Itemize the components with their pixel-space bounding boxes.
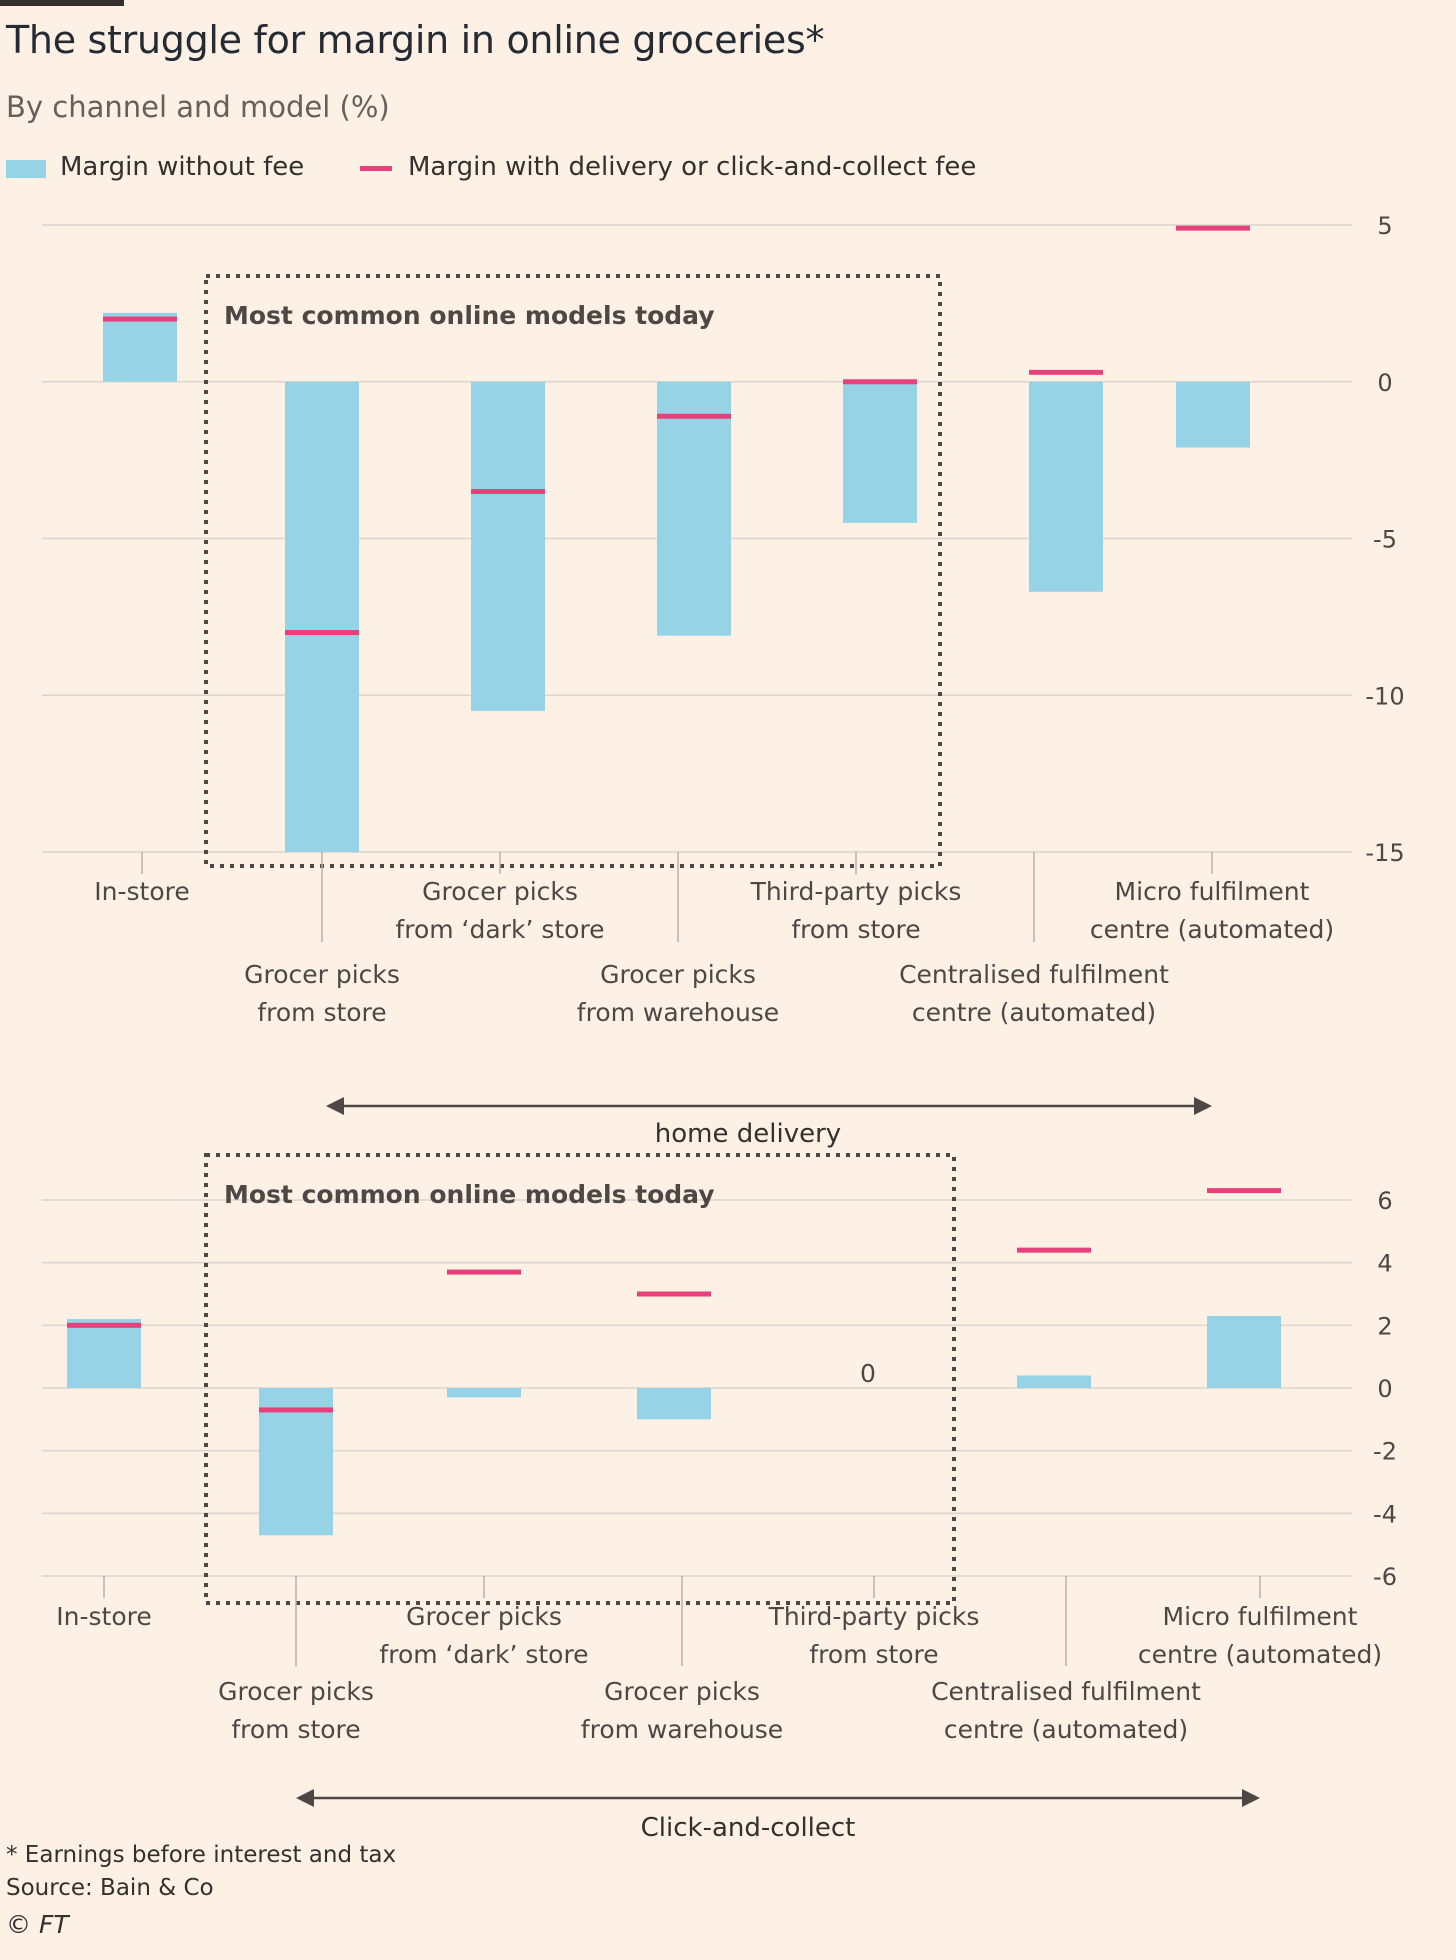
y-tick-label: 0: [1377, 1375, 1392, 1403]
y-tick-label: 2: [1377, 1312, 1392, 1340]
y-tick-label: 4: [1377, 1250, 1392, 1278]
category-label: from store: [257, 998, 386, 1027]
bar-margin-without-fee: [657, 381, 731, 636]
category-label: Grocer picks: [218, 1677, 374, 1706]
marker-margin-with-fee: [637, 1291, 711, 1297]
category-label: In-store: [56, 1602, 151, 1631]
marker-margin-with-fee: [471, 488, 545, 494]
ft-top-rule: [0, 0, 124, 6]
common-models-box: [204, 1153, 956, 1605]
marker-margin-with-fee: [447, 1269, 521, 1275]
bar-margin-without-fee: [259, 1388, 333, 1536]
common-models-box-label: Most common online models today: [224, 1180, 715, 1209]
category-label: Centralised fulfilment: [931, 1677, 1201, 1706]
legend-line-label: Margin with delivery or click-and-collec…: [408, 152, 977, 182]
y-tick-label: -6: [1373, 1563, 1397, 1591]
y-tick-label: -10: [1365, 682, 1404, 710]
source-note: Source: Bain & Co: [6, 1875, 214, 1901]
chart-subtitle: By channel and model (%): [6, 90, 390, 124]
category-label: In-store: [94, 877, 189, 906]
arrow-left-head: [326, 1097, 344, 1115]
common-models-box: [204, 274, 942, 868]
category-label: Third-party picks: [750, 877, 962, 906]
section-arrow-label: home delivery: [655, 1119, 841, 1149]
home-delivery-chart: 5 0 -5 -10 -15 Most common online models toda…: [42, 212, 1405, 1149]
category-label: Micro fulfilment: [1115, 877, 1310, 906]
marker-margin-with-fee: [285, 630, 359, 636]
marker-margin-with-fee: [843, 379, 917, 385]
legend-line-swatch: [360, 166, 392, 171]
category-label: Grocer picks: [406, 1602, 562, 1631]
category-label: from store: [791, 915, 920, 944]
y-tick-label: 0: [1377, 369, 1392, 397]
y-tick-label: -5: [1373, 526, 1397, 554]
category-label: Grocer picks: [244, 960, 400, 989]
bar-margin-without-fee: [1176, 381, 1250, 448]
marker-margin-with-fee: [1017, 1247, 1091, 1253]
category-label: Grocer picks: [422, 877, 578, 906]
legend-bar-swatch: [6, 160, 46, 178]
category-label: centre (automated): [1138, 1640, 1382, 1669]
arrow-right-head: [1194, 1097, 1212, 1115]
y-tick-label: -2: [1373, 1438, 1397, 1466]
category-label: Grocer picks: [604, 1677, 760, 1706]
section-arrow-label: Click-and-collect: [641, 1813, 856, 1843]
bar-margin-without-fee: [843, 381, 917, 523]
common-models-box-label: Most common online models today: [224, 301, 715, 330]
category-label: Centralised fulfilment: [899, 960, 1169, 989]
category-label: centre (automated): [912, 998, 1156, 1027]
marker-margin-with-fee: [1029, 369, 1103, 375]
marker-margin-with-fee: [1176, 225, 1250, 231]
chart-title: The struggle for margin in online grocer…: [6, 18, 825, 62]
category-label: from ‘dark’ store: [395, 915, 604, 944]
bar-margin-without-fee: [471, 381, 545, 711]
bar-margin-without-fee: [447, 1388, 521, 1398]
footnote-ebit: * Earnings before interest and tax: [6, 1842, 397, 1868]
bar-margin-without-fee: [67, 1319, 141, 1388]
marker-margin-with-fee: [103, 316, 177, 322]
marker-margin-with-fee: [657, 413, 731, 419]
marker-margin-with-fee: [1207, 1188, 1281, 1194]
bar-margin-without-fee: [1029, 381, 1103, 592]
bar-margin-without-fee: [1017, 1375, 1091, 1388]
y-tick-label: 5: [1377, 212, 1392, 240]
category-label: centre (automated): [1090, 915, 1334, 944]
y-tick-label: -15: [1365, 839, 1404, 867]
category-label: from warehouse: [581, 1715, 783, 1744]
ft-copyright: © FT: [6, 1910, 69, 1939]
category-label: from warehouse: [577, 998, 779, 1027]
arrow-right-head: [1242, 1789, 1260, 1807]
click-and-collect-chart: 6 4 2 0 -2 -4 -6 Most common online models toda…: [42, 1153, 1397, 1843]
y-tick-label: -4: [1373, 1500, 1397, 1528]
bar-margin-without-fee: [103, 312, 177, 382]
marker-margin-with-fee: [259, 1407, 333, 1413]
y-tick-label: 6: [1377, 1187, 1392, 1215]
marker-margin-with-fee: [67, 1322, 141, 1328]
category-label: from ‘dark’ store: [379, 1640, 588, 1669]
legend-bar-label: Margin without fee: [60, 152, 305, 182]
category-label: Micro fulfilment: [1163, 1602, 1358, 1631]
category-label: centre (automated): [944, 1715, 1188, 1744]
bar-margin-without-fee: [637, 1388, 711, 1420]
bar-margin-without-fee: [285, 381, 359, 852]
bar-margin-without-fee: [1207, 1315, 1281, 1388]
category-label: Third-party picks: [768, 1602, 980, 1631]
category-label: from store: [809, 1640, 938, 1669]
arrow-left-head: [296, 1789, 314, 1807]
category-label: Grocer picks: [600, 960, 756, 989]
category-label: from store: [231, 1715, 360, 1744]
zero-value-annotation: 0: [860, 1359, 876, 1388]
